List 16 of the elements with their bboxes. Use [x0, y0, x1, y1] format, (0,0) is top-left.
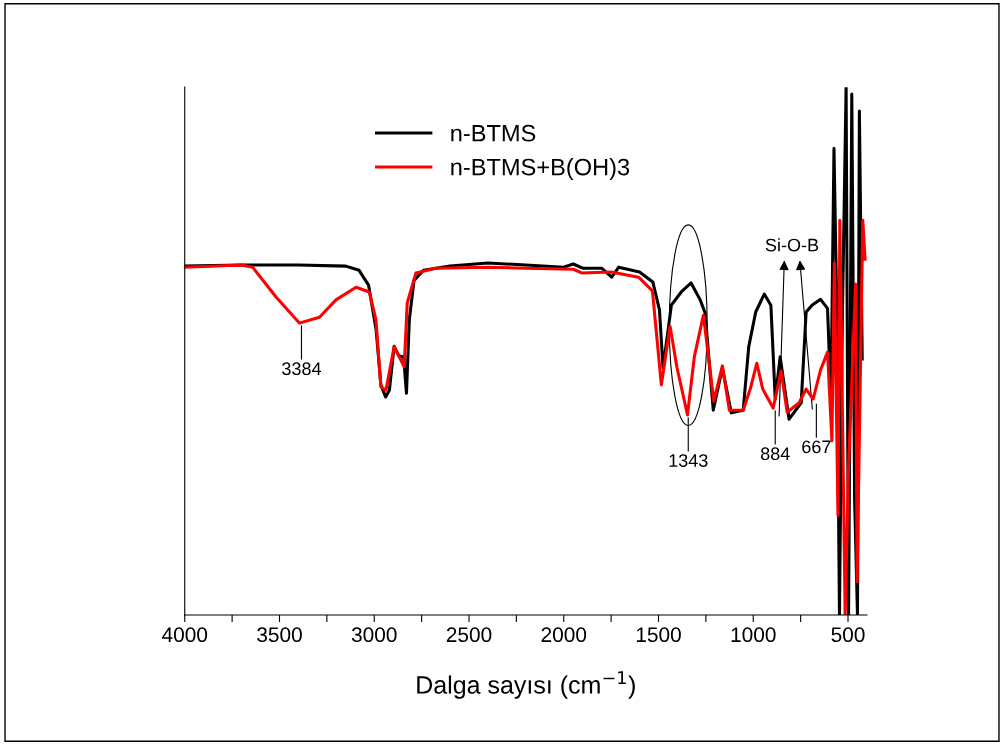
annotation: 667 [802, 440, 831, 454]
x-tick-label: 1500 [636, 627, 681, 643]
annotation: 1343 [669, 454, 708, 467]
annotation: Si-O-B [765, 238, 819, 252]
x-tick-label: 500 [831, 627, 865, 643]
annotation: 3384 [282, 362, 322, 376]
legend-label: n-BTMS+B(OH)3 [451, 158, 630, 181]
x-axis-title: Dalga sayısı (cm$^{−1}$) [417, 671, 635, 699]
x-tick-label: 2000 [541, 627, 587, 643]
legend-label: n-BTMS [451, 124, 536, 142]
x-tick-label: 3000 [351, 627, 397, 643]
x-tick-label: 4000 [162, 627, 208, 643]
x-tick-label: 1000 [731, 627, 776, 643]
x-tick-label: 3500 [257, 627, 302, 643]
x-tick-label: 2500 [446, 627, 492, 643]
annotation: 884 [760, 447, 790, 461]
